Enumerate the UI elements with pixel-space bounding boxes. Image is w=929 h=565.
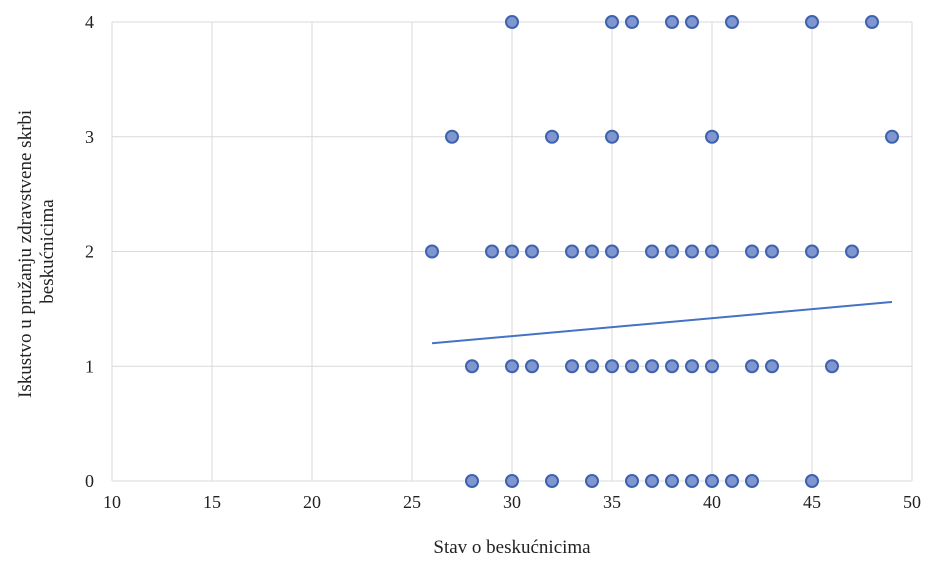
x-tick-label: 10 (103, 492, 121, 512)
data-point (805, 244, 819, 259)
x-tick-labels: 10 15 20 25 30 35 40 45 50 (103, 492, 921, 512)
data-point (745, 474, 759, 488)
y-tick-label: 4 (85, 12, 94, 32)
data-point (445, 129, 459, 144)
data-point (525, 359, 539, 374)
data-point (565, 244, 579, 259)
data-point (605, 244, 619, 259)
data-point (525, 244, 539, 259)
y-tick-label: 2 (85, 242, 94, 262)
data-point (505, 359, 519, 374)
y-tick-labels: 0 1 2 3 4 (85, 12, 94, 491)
trendline (431, 300, 893, 345)
data-point (625, 474, 639, 488)
data-point (485, 244, 499, 259)
data-point (685, 244, 699, 259)
x-tick-label: 45 (803, 492, 821, 512)
data-point (645, 474, 659, 488)
data-point (465, 474, 479, 488)
data-point (865, 15, 879, 29)
data-point (685, 359, 699, 374)
x-tick-label: 35 (603, 492, 621, 512)
data-point (685, 15, 699, 29)
y-axis-title-line-1: Iskustvo u pružanju zdravstvene skrbi (15, 110, 36, 398)
x-axis-title: Stav o beskućnicima (433, 537, 591, 558)
data-points (425, 15, 899, 488)
y-tick-label: 1 (85, 356, 94, 376)
x-tick-label: 20 (303, 492, 321, 512)
data-point (765, 244, 779, 259)
data-point (845, 244, 859, 259)
x-tick-label: 30 (503, 492, 521, 512)
data-point (745, 359, 759, 374)
data-point (665, 15, 679, 29)
data-point (505, 474, 519, 488)
data-point (465, 359, 479, 374)
data-point (725, 474, 739, 488)
data-point (565, 359, 579, 374)
data-point (745, 244, 759, 259)
data-point (665, 474, 679, 488)
data-point (645, 359, 659, 374)
data-point (425, 244, 439, 259)
data-point (605, 129, 619, 144)
data-point (545, 474, 559, 488)
data-point (585, 359, 599, 374)
data-point (725, 15, 739, 29)
data-point (625, 359, 639, 374)
x-tick-label: 50 (903, 492, 921, 512)
x-tick-label: 25 (403, 492, 421, 512)
data-point (665, 359, 679, 374)
y-axis-title-line-2: beskućnicima (37, 199, 58, 304)
data-point (605, 15, 619, 29)
data-point (585, 474, 599, 488)
data-point (625, 15, 639, 29)
data-point (505, 244, 519, 259)
data-point (805, 474, 819, 488)
data-point (705, 474, 719, 488)
data-point (545, 129, 559, 144)
data-point (885, 129, 899, 144)
y-tick-label: 0 (85, 471, 94, 491)
data-point (765, 359, 779, 374)
data-point (705, 244, 719, 259)
trendline-group (431, 300, 893, 345)
data-point (665, 244, 679, 259)
data-point (805, 15, 819, 29)
data-point (645, 244, 659, 259)
data-point (825, 359, 839, 374)
x-tick-label: 15 (203, 492, 221, 512)
data-point (605, 359, 619, 374)
data-point (505, 15, 519, 29)
y-tick-label: 3 (85, 127, 94, 147)
data-point (705, 129, 719, 144)
data-point (685, 474, 699, 488)
x-tick-label: 40 (703, 492, 721, 512)
data-point (705, 359, 719, 374)
data-point (585, 244, 599, 259)
y-axis-title: Iskustvo u pružanju zdravstvene skrbi be… (15, 105, 58, 398)
